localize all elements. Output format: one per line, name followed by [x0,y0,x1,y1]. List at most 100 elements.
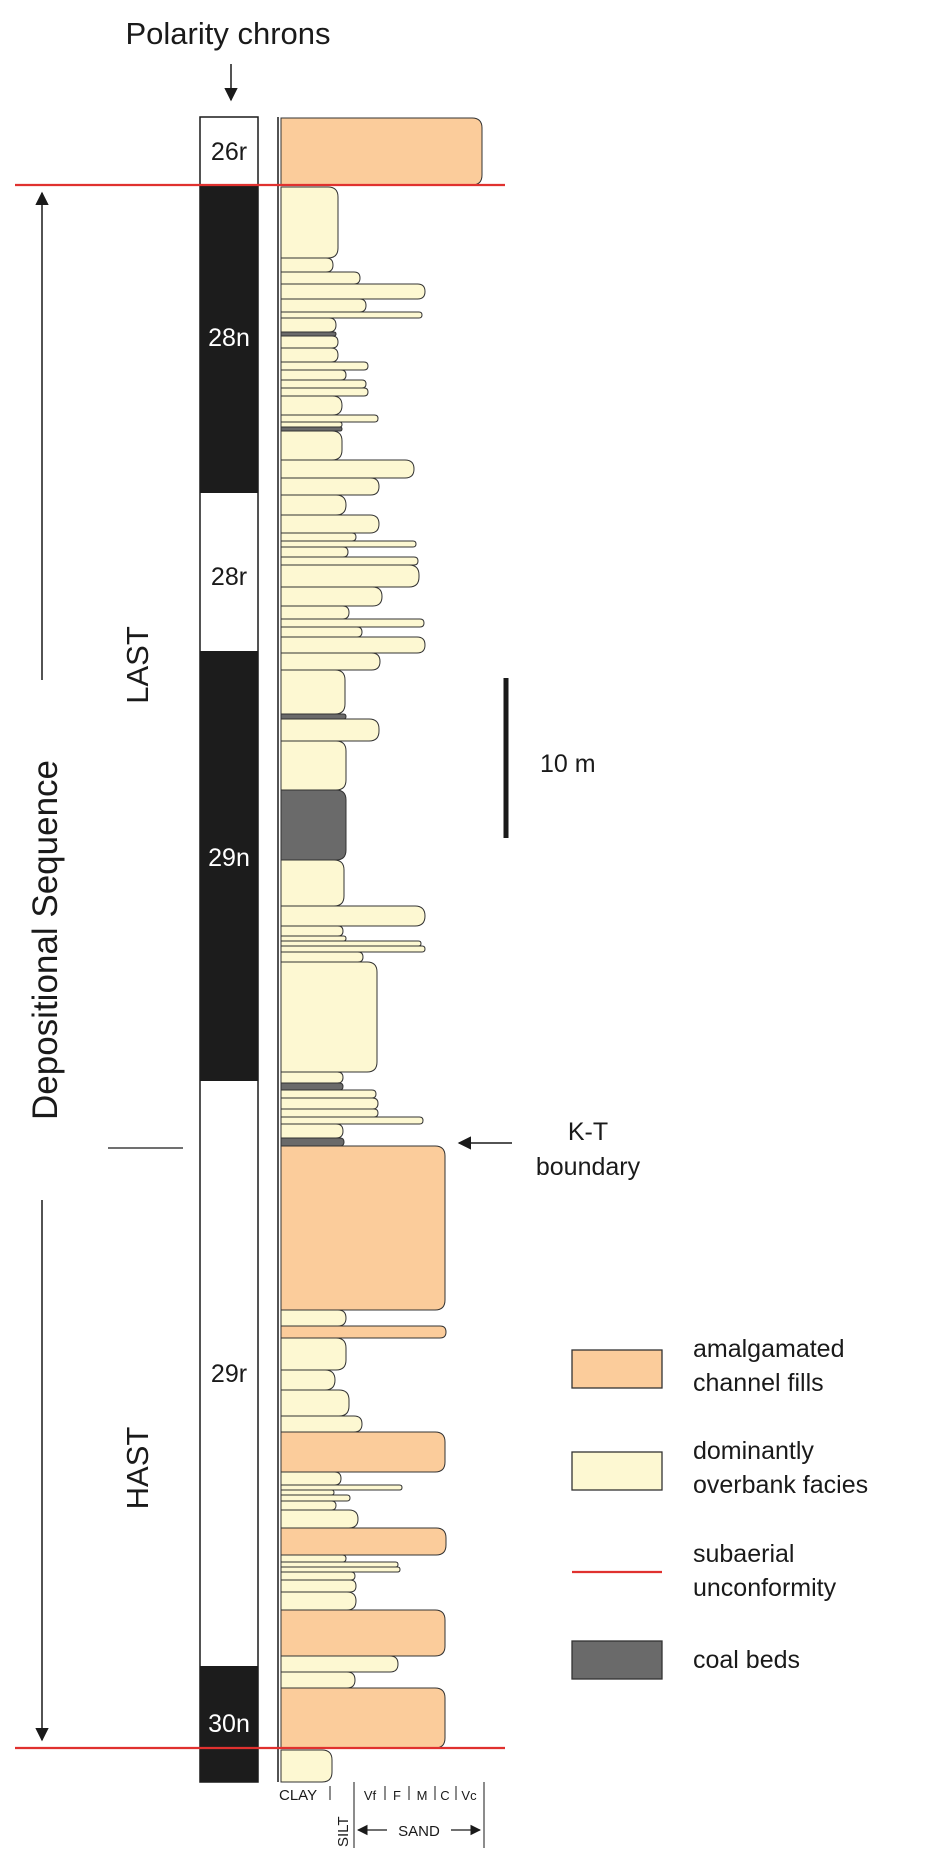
kt-boundary-label-line2: boundary [536,1153,641,1181]
overbank-bed [280,1655,399,1673]
overbank-bed [280,1566,401,1573]
polarity-column: 26r 28n 28r 29n 29r 30n [199,116,259,1783]
overbank-bed [280,1484,403,1491]
chron-label-29r: 29r [211,1360,247,1388]
overbank-bed [280,1097,379,1110]
grain-size-axis: CLAY SILT Vf F M C Vc SAND [279,1782,485,1848]
overbank-bed [280,1369,336,1391]
chron-label-30n: 30n [208,1710,250,1738]
legend-label-channel-fills-line1: amalgamated [693,1335,844,1363]
overbank-bed [280,1471,342,1486]
overbank-bed [280,652,381,671]
overbank-bed [280,387,369,397]
overbank-bed [280,1337,347,1371]
legend-swatch-channel-fills [571,1349,663,1389]
channel-fill-bed [280,1687,446,1749]
overbank-bed [280,459,415,479]
depositional-sequence-bracket: Depositional Sequence LAST HAST [26,191,183,1742]
overbank-bed [280,859,345,907]
overbank-bed [280,532,357,542]
overbank-bed [280,1071,344,1084]
legend-swatch-overbank-facies [571,1451,663,1491]
overbank-bed [280,905,426,927]
coal-bed [280,331,337,337]
overbank-bed [280,1509,359,1529]
overbank-bed [280,1309,347,1327]
overbank-bed [280,514,380,534]
legend-label-channel-fills-line2: channel fills [693,1369,824,1397]
legend-label-coal-beds: coal beds [693,1646,800,1674]
overbank-bed [280,1089,377,1099]
overbank-bed [280,298,367,313]
channel-fill-bed [280,117,483,186]
overbank-bed [280,1108,379,1118]
overbank-bed [280,540,417,548]
coal-bed [280,1137,345,1147]
overbank-bed [280,1591,357,1611]
overbank-bed [280,271,361,285]
overbank-bed [280,605,350,620]
grain-m-label: M [417,1788,428,1803]
last-label: LAST [120,626,155,704]
overbank-bed [280,636,426,654]
chron-label-29n: 29n [208,844,250,872]
overbank-bed [280,940,422,947]
overbank-bed [280,1389,350,1417]
grain-silt-label: SILT [335,1816,352,1847]
overbank-bed [280,1554,347,1563]
coal-bed [280,789,347,861]
overbank-bed [280,1500,337,1511]
overbank-bed [280,1415,363,1433]
overbank-bed [280,1494,351,1502]
legend-label-unconformity-line2: unconformity [693,1574,837,1602]
hast-label: HAST [120,1427,155,1510]
overbank-bed [280,618,425,628]
legend-swatch-coal-beds [571,1640,663,1680]
overbank-bed [280,361,369,371]
legend: amalgamated channel fills dominantly ove… [571,1335,868,1680]
channel-fill-bed [280,1527,447,1556]
overbank-bed [280,586,383,607]
overbank-bed [280,1123,344,1139]
chron-label-26r: 26r [211,138,247,166]
coal-bed [280,426,343,432]
overbank-bed [280,1116,424,1125]
chron-29n-band [200,651,258,1081]
overbank-bed [280,1749,333,1783]
overbank-bed [280,257,334,273]
channel-fill-bed [280,1325,447,1339]
overbank-bed [280,379,367,389]
grain-vf-label: Vf [364,1788,377,1803]
overbank-bed [280,477,380,496]
scale-bar: 10 m [503,678,596,838]
grain-sand-label: SAND [398,1823,440,1840]
kt-boundary-annotation: K-T boundary [457,1118,641,1181]
overbank-bed [280,283,426,300]
coal-bed [280,713,347,720]
coal-bed [280,1082,344,1091]
legend-label-overbank-line1: dominantly [693,1437,814,1465]
grain-vc-label: Vc [461,1788,477,1803]
kt-boundary-label-line1: K-T [568,1118,608,1146]
overbank-bed [280,317,337,333]
overbank-bed [280,1571,356,1581]
chron-label-28r: 28r [211,563,247,591]
overbank-bed [280,1579,357,1593]
overbank-bed [280,430,343,461]
overbank-bed [280,945,426,953]
overbank-bed [280,669,346,715]
overbank-bed [280,347,339,363]
grain-clay-label: CLAY [279,1787,317,1804]
overbank-bed [280,414,379,423]
legend-label-overbank-line2: overbank facies [693,1471,868,1499]
channel-fill-bed [280,1431,446,1473]
overbank-bed [280,718,380,742]
overbank-bed [280,311,423,319]
overbank-bed [280,564,420,588]
polarity-chrons-title: Polarity chrons [125,16,330,51]
chron-28n-band [200,185,258,493]
chron-30n-band [200,1666,258,1782]
overbank-bed [280,951,364,963]
overbank-bed [280,935,347,942]
